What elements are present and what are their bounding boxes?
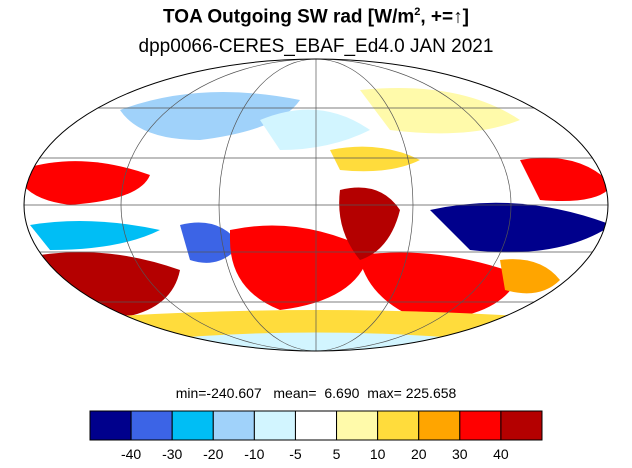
arctic-blue-region — [120, 92, 300, 140]
north-atlantic-region — [260, 109, 370, 150]
colorbar-tick-label: -20 — [203, 446, 223, 462]
west-pacific-red — [520, 157, 608, 201]
colorbar-ticks: -40 -30 -20 -10 -5 5 10 20 30 40 — [121, 446, 509, 462]
map-statistics: min=-240.607 mean= 6.690 max= 225.658 — [0, 385, 632, 401]
europe-yellow-region — [330, 146, 420, 172]
map-title: TOA Outgoing SW rad [W/m2, +=↑] — [0, 6, 632, 28]
min-label: min= — [175, 385, 207, 401]
colorbar-box — [212, 410, 255, 441]
mean-label: mean= — [273, 385, 317, 401]
title-prefix: TOA Outgoing SW rad [W/m — [163, 6, 415, 28]
colorbar-box — [336, 410, 379, 441]
map-border — [23, 58, 609, 352]
colorbar-box — [294, 410, 338, 441]
colorbar-box — [418, 410, 461, 441]
colorbar-box — [253, 410, 296, 441]
colorbar-tick-label: -30 — [162, 446, 182, 462]
africa-red — [339, 187, 400, 260]
colorbar-box — [171, 410, 214, 441]
title-suffix: , +=↑] — [420, 6, 469, 28]
colorbar-tick-label: -10 — [244, 446, 264, 462]
colorbar-tick-label: 20 — [411, 446, 427, 462]
mollweide-map — [23, 58, 609, 352]
maritime-continent-blue — [430, 202, 608, 253]
colorbar-boxes — [89, 410, 543, 441]
amazon-blue — [180, 222, 240, 263]
max-value: 225.658 — [405, 385, 457, 401]
north-pacific-red — [24, 161, 150, 205]
antarctica-region — [130, 332, 500, 351]
colorbar-tick-label: 10 — [370, 446, 386, 462]
colorbar-box — [500, 410, 543, 441]
colorbar-box — [377, 410, 420, 441]
colorbar-tick-label: 5 — [333, 446, 341, 462]
graticule — [24, 59, 608, 351]
colorbar-tick-label: 40 — [493, 446, 509, 462]
min-value: -240.607 — [206, 385, 262, 401]
colorbar-box — [130, 410, 173, 441]
tropical-east-pacific-blue — [30, 221, 160, 250]
australia-yellow — [500, 259, 560, 294]
indian-ocean-red — [360, 252, 520, 320]
colorbar-tick-label: -40 — [121, 446, 141, 462]
colorbar-tick-label: -5 — [289, 446, 302, 462]
colorbar-tick-label: 30 — [452, 446, 468, 462]
asia-yellow-region — [360, 88, 520, 134]
max-label: max= — [367, 385, 402, 401]
title-superscript: 2 — [414, 6, 421, 18]
colorbar-box — [459, 410, 502, 441]
south-atlantic-red — [230, 225, 370, 310]
mean-value: 6.690 — [324, 385, 360, 401]
map-subtitle: dpp0066-CERES_EBAF_Ed4.0 JAN 2021 — [138, 36, 494, 57]
colorbar-box — [89, 410, 132, 441]
